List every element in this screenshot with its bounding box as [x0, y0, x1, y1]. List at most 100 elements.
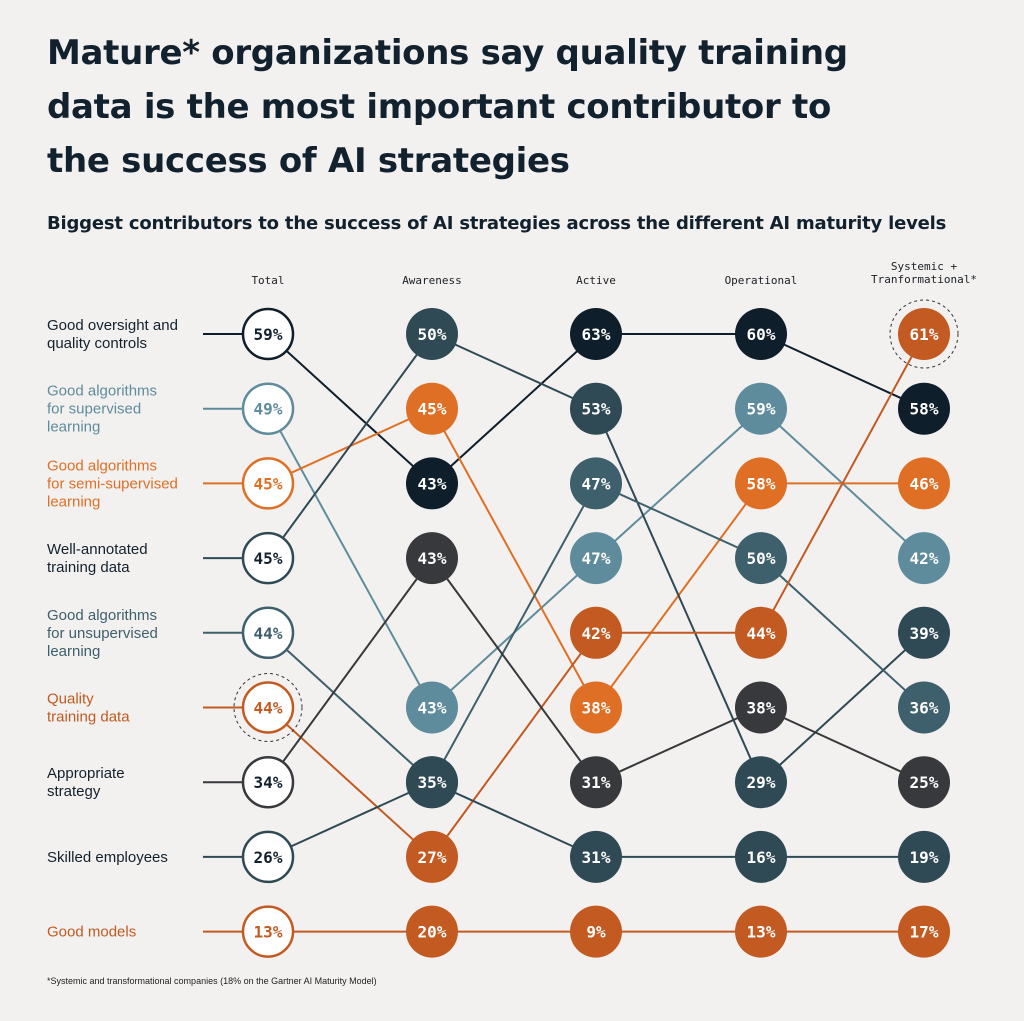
title-line-3: the success of AI strategies — [47, 141, 570, 181]
value-label: 31% — [582, 848, 611, 867]
chart-subtitle: Biggest contributors to the success of A… — [47, 213, 947, 234]
marker-skilled-employees-systemic: 19% — [898, 830, 950, 883]
marker-appropriate-strategy-systemic: 25% — [898, 756, 950, 809]
value-label: 49% — [254, 400, 283, 419]
value-label: 27% — [418, 848, 447, 867]
column-header-awareness: Awareness — [402, 274, 462, 287]
row-labels: Good oversight and quality controls Good a… — [47, 317, 178, 941]
marker-good-algorithms-for-supervised-learning-active: 47% — [570, 532, 622, 585]
marker-well-annotated-training-data-total: 45% — [241, 531, 295, 585]
row-label-good-algorithms-for-supervised-learning: Good algorithms for supervised learning — [47, 383, 157, 436]
footnote: *Systemic and transformational companies… — [47, 976, 377, 986]
marker-good-oversight-and-quality-controls-systemic: 58% — [898, 382, 950, 435]
value-label: 44% — [747, 624, 776, 643]
value-label: 44% — [254, 699, 283, 718]
value-label: 16% — [747, 848, 776, 867]
marker-good-models-total: 13% — [241, 905, 295, 958]
value-label: 47% — [582, 549, 611, 568]
marker-good-algorithms-for-supervised-learning-awareness: 43% — [406, 681, 458, 734]
series-line-good-algorithms-for-semi-supervised-learning — [203, 407, 924, 710]
marker-appropriate-strategy-awareness: 43% — [406, 532, 458, 585]
value-label: 17% — [910, 923, 939, 942]
marker-good-oversight-and-quality-controls-operational: 60% — [735, 308, 787, 360]
chart-title: Mature* organizations say quality traini… — [47, 26, 947, 188]
marker-appropriate-strategy-total: 34% — [241, 755, 295, 809]
row-label-good-algorithms-for-unsupervised-learning: Good algorithms for unsupervised learning — [47, 607, 158, 660]
marker-quality-training-data-operational: 44% — [735, 606, 787, 659]
marker-skilled-employees-active: 31% — [570, 830, 622, 883]
title-line-1: Mature* organizations say quality traini… — [47, 33, 848, 73]
value-label: 47% — [582, 474, 611, 493]
value-label: 25% — [910, 773, 939, 792]
value-label: 38% — [582, 699, 611, 718]
marker-well-annotated-training-data-systemic: 39% — [898, 606, 950, 659]
marker-good-algorithms-for-semi-supervised-learning-active: 38% — [570, 681, 622, 734]
series-line-quality-training-data — [203, 333, 925, 859]
series-line-skilled-employees — [203, 781, 924, 858]
row-label-quality-training-data: Quality training data — [47, 691, 130, 726]
marker-skilled-employees-operational: 16% — [735, 830, 787, 883]
row-label-good-models: Good models — [47, 924, 136, 941]
value-label: 29% — [747, 773, 776, 792]
value-label: 42% — [910, 549, 939, 568]
marker-good-algorithms-for-semi-supervised-learning-total: 45% — [241, 457, 295, 510]
marker-quality-training-data-systemic: 61% — [889, 299, 959, 369]
row-label-appropriate-strategy: Appropriate strategy — [47, 765, 125, 800]
marker-good-oversight-and-quality-controls-active: 63% — [570, 308, 622, 360]
series-line-well-annotated-training-data — [203, 332, 925, 784]
marker-quality-training-data-awareness: 27% — [406, 830, 458, 883]
marker-well-annotated-training-data-operational: 29% — [735, 756, 787, 809]
value-label: 19% — [910, 848, 939, 867]
column-header-systemic: Systemic + Tranformational* — [871, 260, 977, 286]
marker-good-algorithms-for-unsupervised-learning-total: 44% — [241, 606, 295, 660]
row-label-good-algorithms-for-semi-supervised-learning: Good algorithms for semi-supervised learni… — [47, 457, 178, 510]
marker-good-algorithms-for-supervised-learning-operational: 59% — [735, 382, 787, 435]
marker-good-algorithms-for-semi-supervised-learning-systemic: 46% — [898, 457, 950, 510]
value-label: 35% — [418, 773, 447, 792]
marker-appropriate-strategy-active: 31% — [570, 756, 622, 809]
value-label: 13% — [254, 923, 283, 942]
marker-good-models-systemic: 17% — [898, 905, 950, 958]
marker-well-annotated-training-data-awareness: 50% — [406, 308, 458, 360]
value-label: 20% — [418, 923, 447, 942]
marker-good-algorithms-for-semi-supervised-learning-operational: 58% — [735, 457, 787, 510]
value-label: 61% — [910, 325, 939, 344]
marker-good-models-operational: 13% — [735, 905, 787, 958]
column-header-total: Total — [251, 274, 284, 287]
marker-good-oversight-and-quality-controls-awareness: 43% — [406, 457, 458, 510]
series-line-good-algorithms-for-supervised-learning — [203, 407, 925, 710]
value-label: 63% — [582, 325, 611, 344]
series-markers: 59% 43% 63% 60% 58% 49% 43% 47% 59% 42% 45% 45% 38% 5… — [233, 299, 959, 958]
marker-good-algorithms-for-supervised-learning-systemic: 42% — [898, 532, 950, 585]
marker-skilled-employees-total: 26% — [241, 830, 295, 884]
marker-well-annotated-training-data-active: 53% — [570, 382, 622, 435]
value-label: 60% — [747, 325, 776, 344]
marker-appropriate-strategy-operational: 38% — [735, 681, 787, 734]
marker-good-algorithms-for-unsupervised-learning-systemic: 36% — [898, 681, 950, 734]
value-label: 43% — [418, 699, 447, 718]
value-label: 13% — [747, 923, 776, 942]
value-label: 42% — [582, 624, 611, 643]
series-line-appropriate-strategy — [203, 556, 925, 784]
marker-good-algorithms-for-unsupervised-learning-operational: 50% — [735, 532, 787, 585]
row-label-good-oversight-and-quality-controls: Good oversight and quality controls — [47, 317, 178, 352]
row-label-skilled-employees: Skilled employees — [47, 849, 168, 866]
title-line-2: data is the most important contributor t… — [47, 87, 832, 127]
value-label: 45% — [254, 474, 283, 493]
value-label: 45% — [254, 549, 283, 568]
value-label: 46% — [910, 474, 939, 493]
value-label: 45% — [418, 400, 447, 419]
marker-good-algorithms-for-unsupervised-learning-active: 47% — [570, 457, 622, 510]
value-label: 36% — [910, 699, 939, 718]
marker-good-algorithms-for-semi-supervised-learning-awareness: 45% — [406, 382, 458, 435]
series-line-good-oversight-and-quality-controls — [203, 333, 925, 485]
column-header-active: Active — [576, 274, 616, 287]
marker-good-models-awareness: 20% — [406, 905, 458, 958]
value-label: 31% — [582, 773, 611, 792]
value-label: 53% — [582, 400, 611, 419]
value-label: 38% — [747, 699, 776, 718]
series-lines — [203, 332, 925, 933]
marker-quality-training-data-total: 44% — [233, 673, 303, 742]
value-label: 43% — [418, 474, 447, 493]
